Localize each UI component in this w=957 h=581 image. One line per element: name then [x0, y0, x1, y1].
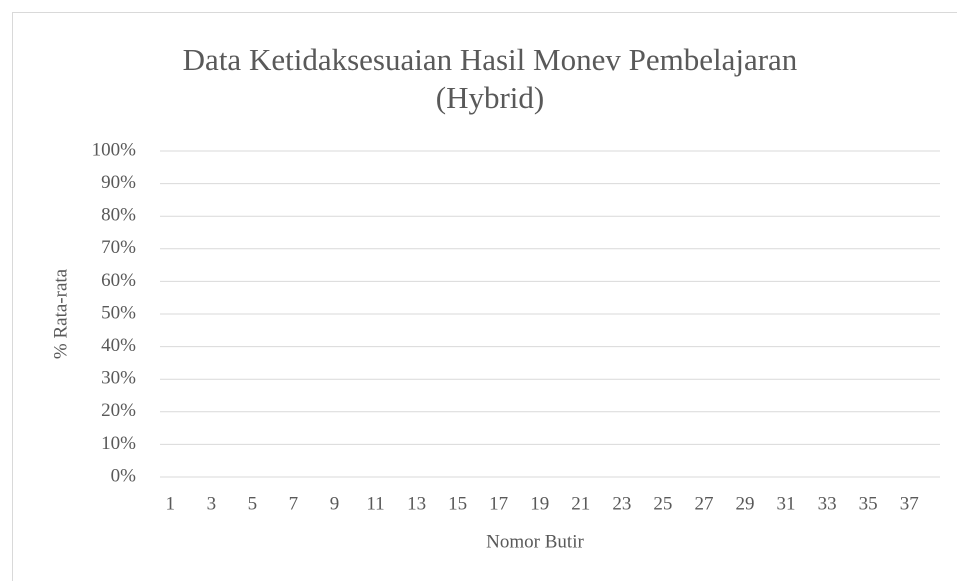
x-axis-title: Nomor Butir — [486, 531, 584, 552]
x-tick-label: 7 — [289, 493, 299, 514]
x-tick-label: 11 — [366, 493, 384, 514]
x-tick-label: 5 — [248, 493, 258, 514]
x-tick-label: 15 — [448, 493, 467, 514]
x-tick-label: 19 — [530, 493, 549, 514]
y-tick-label: 40% — [101, 335, 136, 356]
y-tick-label: 0% — [111, 465, 137, 486]
x-tick-label: 35 — [859, 493, 878, 514]
y-tick-label: 60% — [101, 270, 136, 291]
x-tick-label: 29 — [736, 493, 755, 514]
y-tick-label: 80% — [101, 205, 136, 226]
x-tick-label: 27 — [694, 493, 713, 514]
y-tick-label: 30% — [101, 368, 136, 389]
x-tick-label: 1 — [166, 493, 176, 514]
x-tick-label: 3 — [207, 493, 217, 514]
x-tick-label: 13 — [407, 493, 426, 514]
y-tick-label: 100% — [92, 139, 137, 160]
chart-subtitle: (Hybrid) — [436, 80, 544, 115]
x-tick-label: 33 — [818, 493, 837, 514]
x-tick-label: 25 — [653, 493, 672, 514]
y-tick-label: 50% — [101, 302, 136, 323]
x-tick-label: 9 — [330, 493, 340, 514]
y-tick-label: 20% — [101, 400, 136, 421]
x-tick-label: 17 — [489, 493, 508, 514]
x-tick-label: 23 — [612, 493, 631, 514]
x-tick-label: 31 — [777, 493, 796, 514]
y-tick-label: 10% — [101, 433, 136, 454]
y-tick-label: 90% — [101, 172, 136, 193]
chart-border — [12, 12, 957, 581]
y-tick-label: 70% — [101, 237, 136, 258]
y-axis-title: % Rata-rata — [50, 268, 71, 359]
x-tick-label: 37 — [900, 493, 919, 514]
x-tick-label: 21 — [571, 493, 590, 514]
chart-title: Data Ketidaksesuaian Hasil Monev Pembela… — [183, 42, 798, 77]
